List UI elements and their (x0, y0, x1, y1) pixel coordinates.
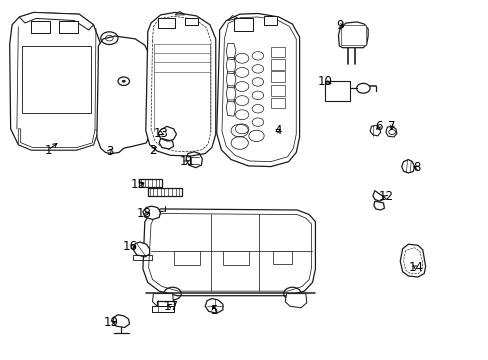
Bar (325, 81, 349, 100)
Text: 19: 19 (103, 316, 119, 329)
Circle shape (122, 80, 125, 83)
Bar (184, 18, 198, 26)
Text: 8: 8 (412, 161, 420, 174)
Bar (270, 71, 285, 82)
Text: 3: 3 (105, 145, 113, 158)
Text: 10: 10 (317, 76, 332, 89)
Text: 2: 2 (148, 144, 156, 157)
Bar (270, 98, 285, 108)
Bar (341, 25, 366, 45)
Polygon shape (338, 22, 367, 48)
Bar (158, 18, 175, 28)
Polygon shape (142, 206, 160, 220)
Bar (223, 251, 249, 265)
Polygon shape (112, 315, 129, 328)
Text: 4: 4 (274, 124, 281, 137)
Polygon shape (133, 242, 149, 257)
Polygon shape (385, 126, 396, 137)
Bar (273, 251, 292, 264)
Text: 11: 11 (179, 155, 194, 168)
Polygon shape (18, 129, 98, 150)
Polygon shape (401, 159, 414, 173)
Circle shape (356, 83, 369, 93)
Bar (139, 179, 162, 187)
Text: 1: 1 (44, 144, 52, 157)
Polygon shape (142, 209, 315, 296)
Bar (21, 46, 91, 113)
Bar (270, 47, 285, 57)
Bar (270, 59, 285, 69)
Polygon shape (19, 12, 93, 30)
Text: 5: 5 (210, 304, 217, 317)
Bar (263, 16, 277, 25)
Polygon shape (10, 12, 101, 150)
Bar (152, 306, 174, 312)
Text: 16: 16 (122, 240, 138, 253)
Polygon shape (145, 12, 215, 156)
Text: 13: 13 (153, 127, 168, 140)
Polygon shape (216, 13, 299, 167)
Polygon shape (205, 298, 223, 313)
Text: 12: 12 (378, 190, 392, 203)
Text: 18: 18 (136, 207, 151, 220)
Bar (133, 255, 151, 260)
Text: 15: 15 (130, 178, 145, 191)
Text: 6: 6 (374, 120, 382, 133)
Polygon shape (369, 125, 380, 136)
Bar (157, 301, 174, 308)
Polygon shape (285, 294, 306, 308)
Bar (31, 21, 50, 32)
Text: 9: 9 (336, 19, 344, 32)
Polygon shape (152, 294, 173, 308)
Bar (270, 85, 285, 96)
Text: 17: 17 (164, 300, 179, 313)
Text: 14: 14 (408, 261, 423, 274)
Bar (233, 18, 253, 31)
Bar (173, 251, 200, 265)
Bar (147, 188, 182, 195)
Polygon shape (97, 36, 150, 153)
Bar (59, 21, 78, 32)
Text: 7: 7 (387, 120, 395, 133)
Polygon shape (399, 244, 425, 277)
